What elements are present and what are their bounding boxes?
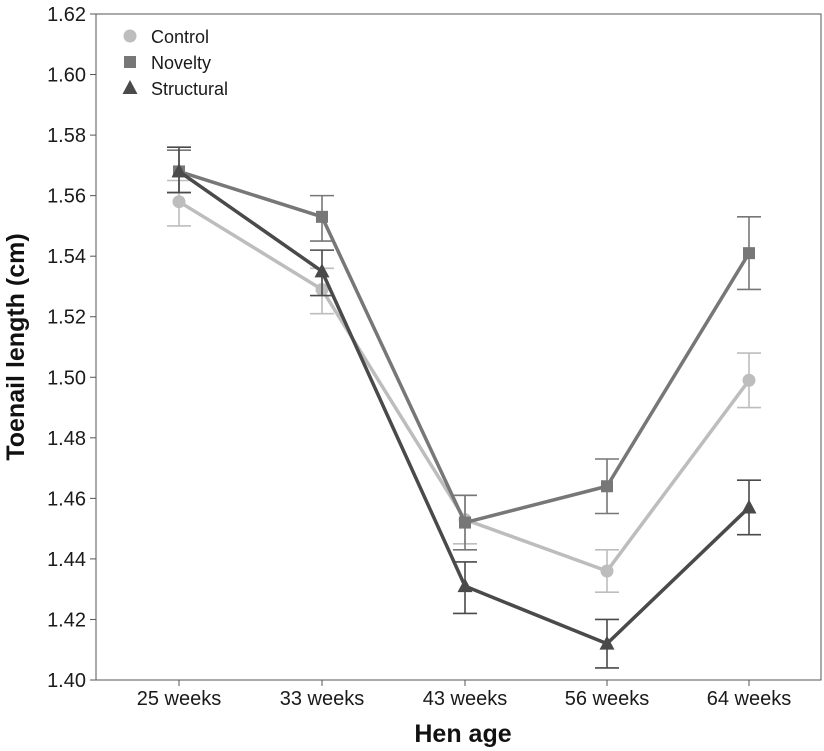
y-tick-label-5: 1.50 — [47, 367, 86, 389]
y-tick-label-7: 1.54 — [47, 246, 86, 268]
novelty-point-3 — [601, 480, 613, 493]
y-tick-label-3: 1.46 — [47, 488, 86, 510]
y-tick-label-4: 1.48 — [47, 428, 86, 450]
x-tick-label-1: 33 weeks — [280, 688, 365, 710]
x-tick-label-0: 25 weeks — [137, 688, 222, 710]
series-control — [167, 179, 761, 594]
y-tick-label-10: 1.60 — [47, 65, 86, 87]
x-axis-title: Hen age — [414, 720, 511, 748]
y-tick-label-8: 1.56 — [47, 186, 86, 208]
y-tick-label-0: 1.40 — [47, 670, 86, 692]
legend-label-control: Control — [151, 27, 209, 47]
novelty-point-2 — [459, 516, 471, 529]
y-tick-label-2: 1.44 — [47, 549, 86, 571]
y-tick-label-11: 1.62 — [47, 4, 86, 26]
x-tick-label-4: 64 weeks — [707, 688, 792, 710]
structural-point-4 — [741, 499, 757, 514]
legend-marker-novelty — [124, 56, 136, 68]
legend-marker-structural — [122, 80, 138, 94]
control-point-4 — [742, 373, 756, 387]
y-tick-label-6: 1.52 — [47, 307, 86, 329]
structural-point-0 — [171, 163, 187, 178]
x-tick-label-2: 43 weeks — [423, 688, 508, 710]
legend: Control Novelty Structural — [122, 27, 228, 99]
structural-point-1 — [314, 263, 330, 278]
novelty-point-4 — [743, 247, 755, 260]
structural-point-3 — [599, 635, 615, 650]
legend-label-structural: Structural — [151, 79, 228, 99]
series-layer — [167, 146, 761, 669]
x-axis: 25 weeks 33 weeks 43 weeks 56 weeks 64 weeks — [137, 680, 792, 710]
novelty-line — [178, 169, 751, 525]
plot-area-frame — [95, 13, 822, 681]
y-axis: 1.40 1.42 1.44 1.46 1.48 1.50 1.52 1.54 1.56 1.58… — [47, 4, 96, 692]
y-tick-label-9: 1.58 — [47, 125, 86, 147]
structural-point-2 — [457, 578, 473, 593]
control-point-0 — [172, 195, 186, 209]
legend-marker-control — [123, 29, 137, 43]
structural-line — [177, 169, 751, 646]
x-tick-label-3: 56 weeks — [565, 688, 650, 710]
novelty-point-1 — [316, 210, 328, 223]
y-axis-title: Toenail length (cm) — [2, 233, 30, 460]
control-point-3 — [600, 564, 614, 578]
series-novelty — [167, 149, 761, 551]
y-tick-label-1: 1.42 — [47, 609, 86, 631]
series-structural — [167, 146, 761, 669]
legend-label-novelty: Novelty — [151, 53, 211, 73]
